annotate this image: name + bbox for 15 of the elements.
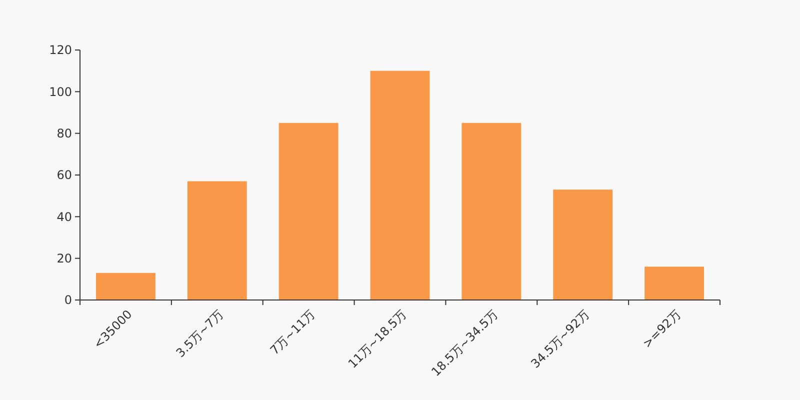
bar — [553, 190, 613, 300]
bar — [278, 122, 338, 300]
y-tick-label: 0 — [64, 293, 72, 308]
y-tick-label: 40 — [56, 210, 72, 224]
x-tick-label: 3.5万~7万 — [173, 307, 226, 360]
y-tick-label: 100 — [49, 84, 72, 99]
y-tick-label: 120 — [49, 43, 72, 58]
bar — [370, 70, 430, 300]
bar — [187, 181, 247, 300]
y-tick-label: 60 — [56, 168, 72, 182]
y-tick-label: 80 — [56, 126, 72, 141]
y-tick-label: 20 — [56, 252, 72, 266]
bar — [96, 272, 156, 300]
bar — [644, 266, 704, 300]
bar — [462, 122, 522, 300]
